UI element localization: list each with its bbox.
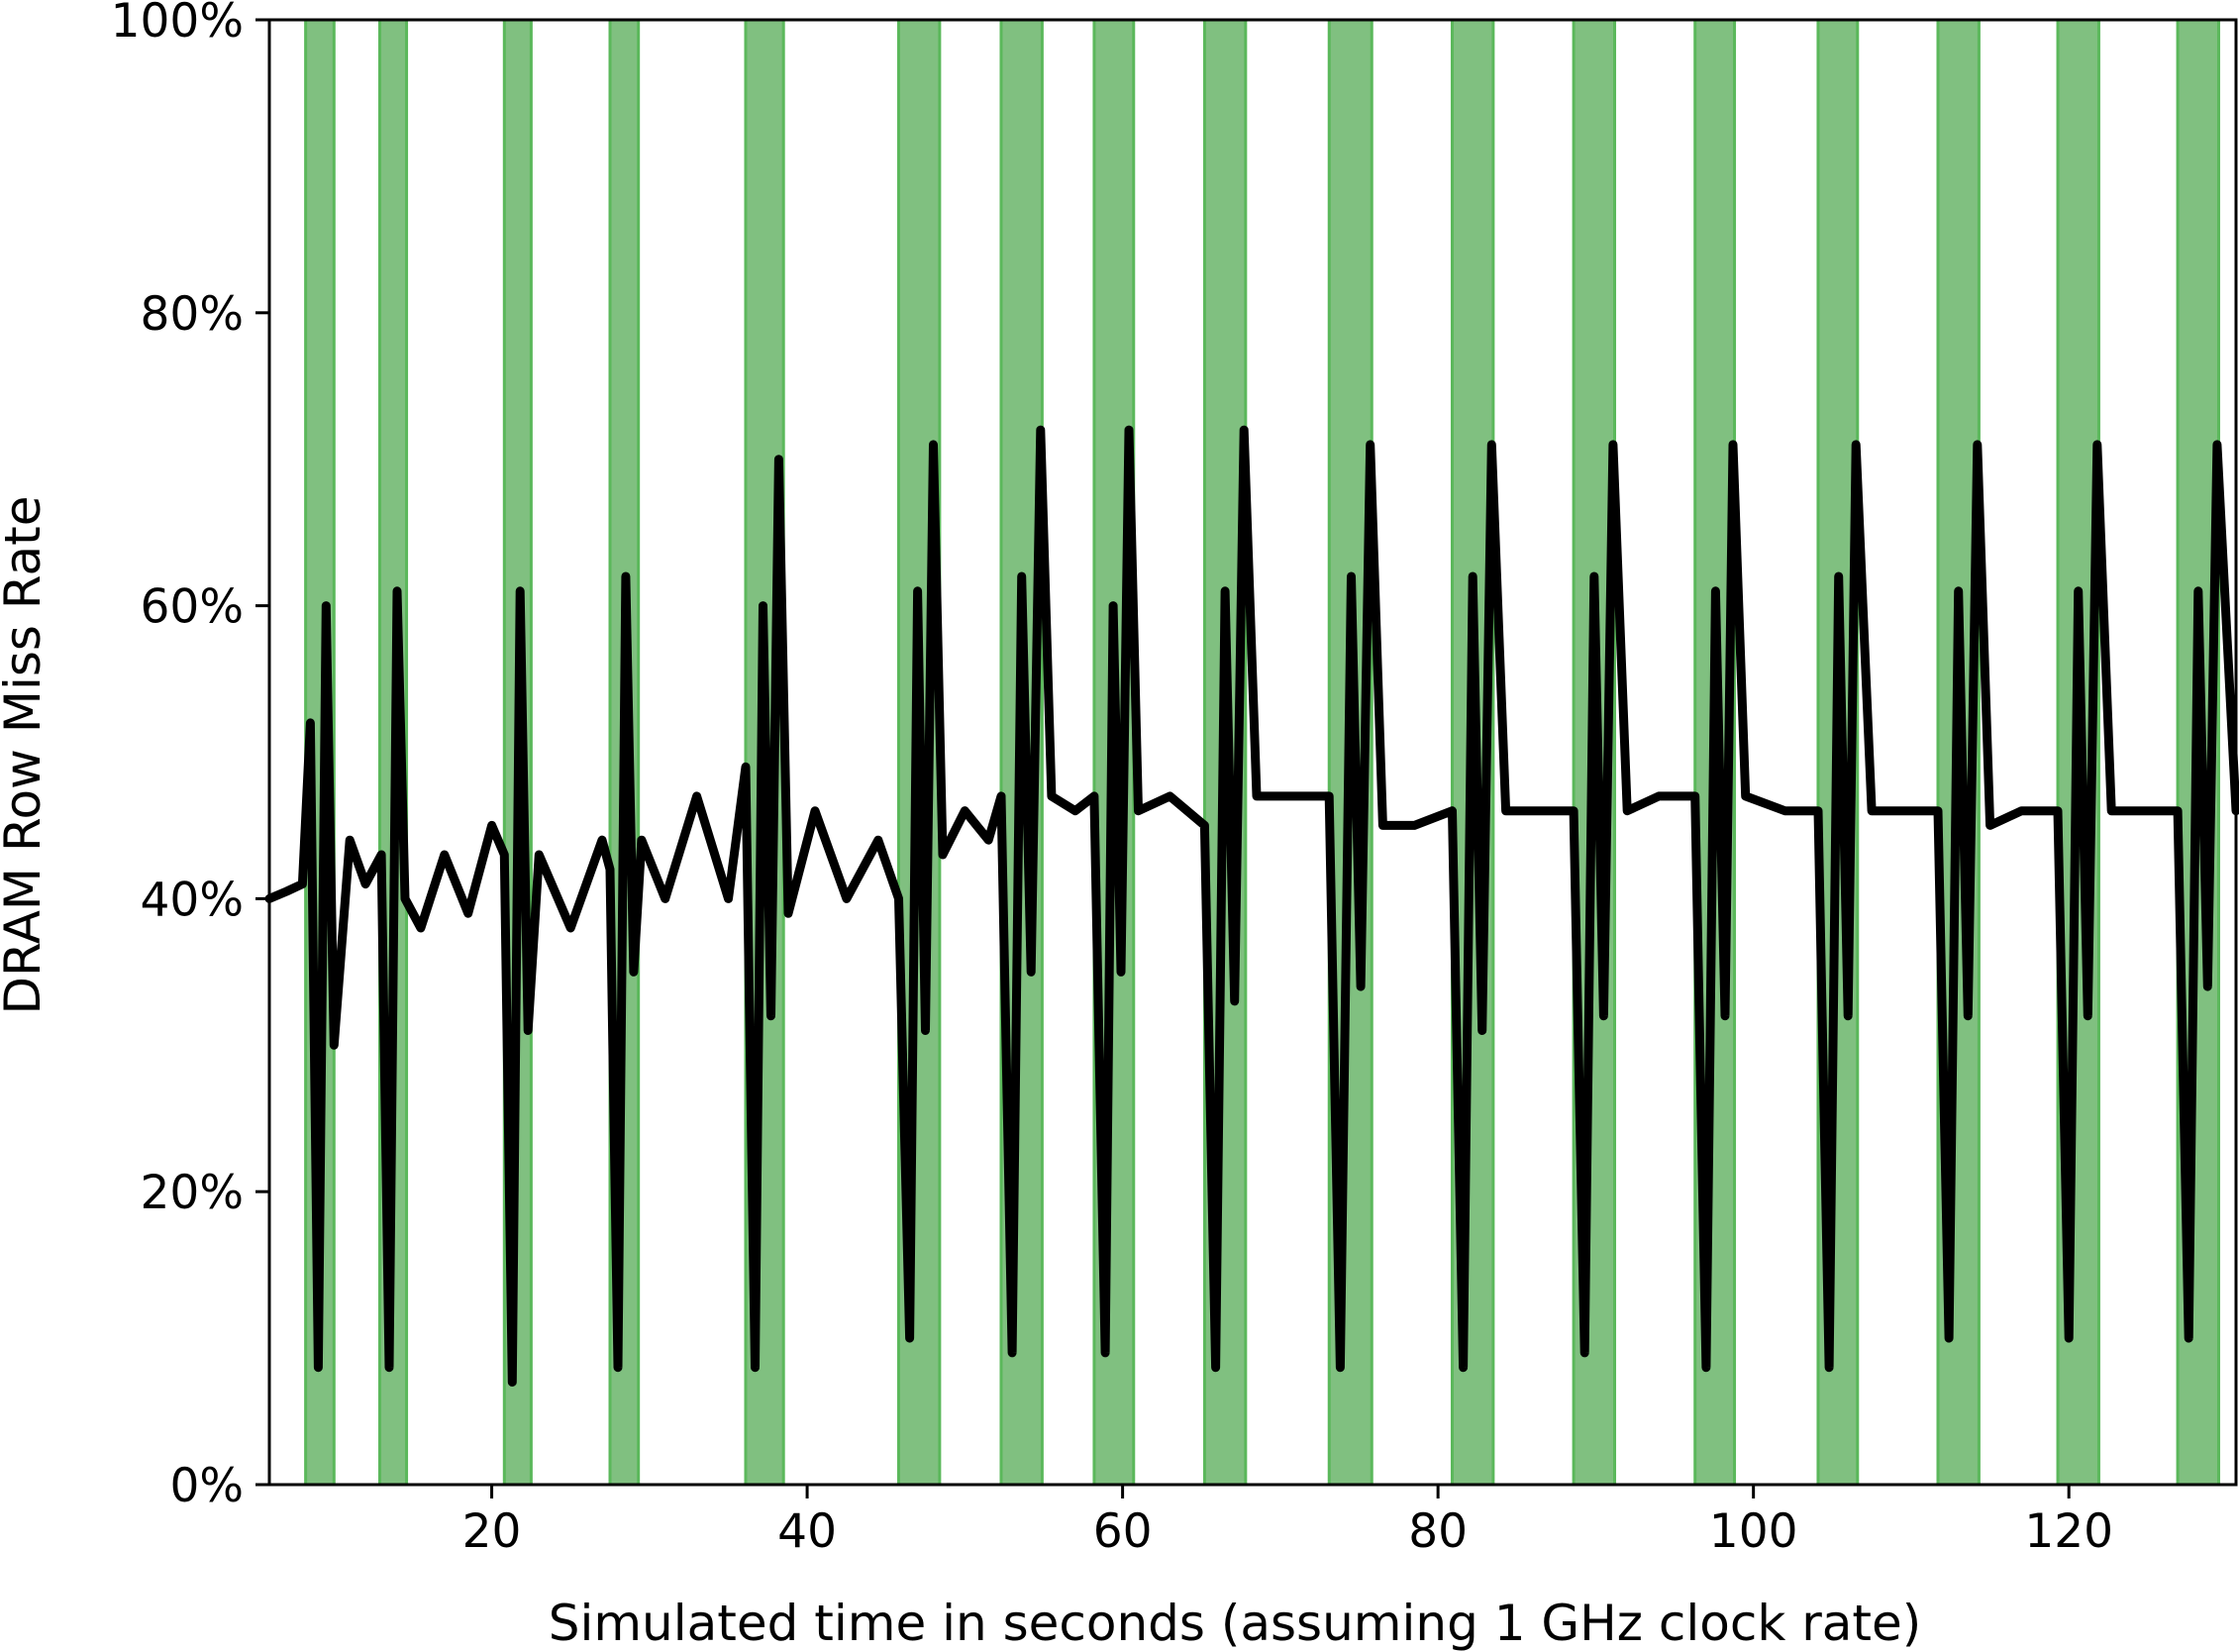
series-line-0: [264, 425, 2239, 1387]
y-tick-label: 20%: [141, 1166, 244, 1220]
y-axis-label: DRAM Row Miss Rate: [0, 496, 51, 1015]
series-layer: [264, 425, 2239, 1387]
highlight-regions: [304, 18, 2220, 1487]
x-tick-label: 80: [1408, 1504, 1468, 1559]
plot-frame: [267, 18, 2238, 1487]
y-tick-label: 60%: [141, 580, 244, 635]
x-tick-label: 20: [462, 1504, 522, 1559]
x-tick-label: 40: [777, 1504, 837, 1559]
y-tick-label: 0%: [169, 1459, 244, 1513]
x-tick-label: 60: [1093, 1504, 1153, 1559]
x-axis-label: Simulated time in seconds (assuming 1 GH…: [549, 1595, 1922, 1652]
x-axis: 20 40 60 80 100 120: [462, 1485, 2113, 1559]
y-tick-label: 40%: [141, 873, 244, 927]
y-tick-label: 80%: [141, 287, 244, 342]
y-tick-label: 100%: [111, 0, 244, 49]
y-axis: 0% 20% 40% 60% 80% 100%: [111, 0, 269, 1513]
x-tick-label: 120: [2024, 1504, 2113, 1559]
x-tick-label: 100: [1709, 1504, 1798, 1559]
